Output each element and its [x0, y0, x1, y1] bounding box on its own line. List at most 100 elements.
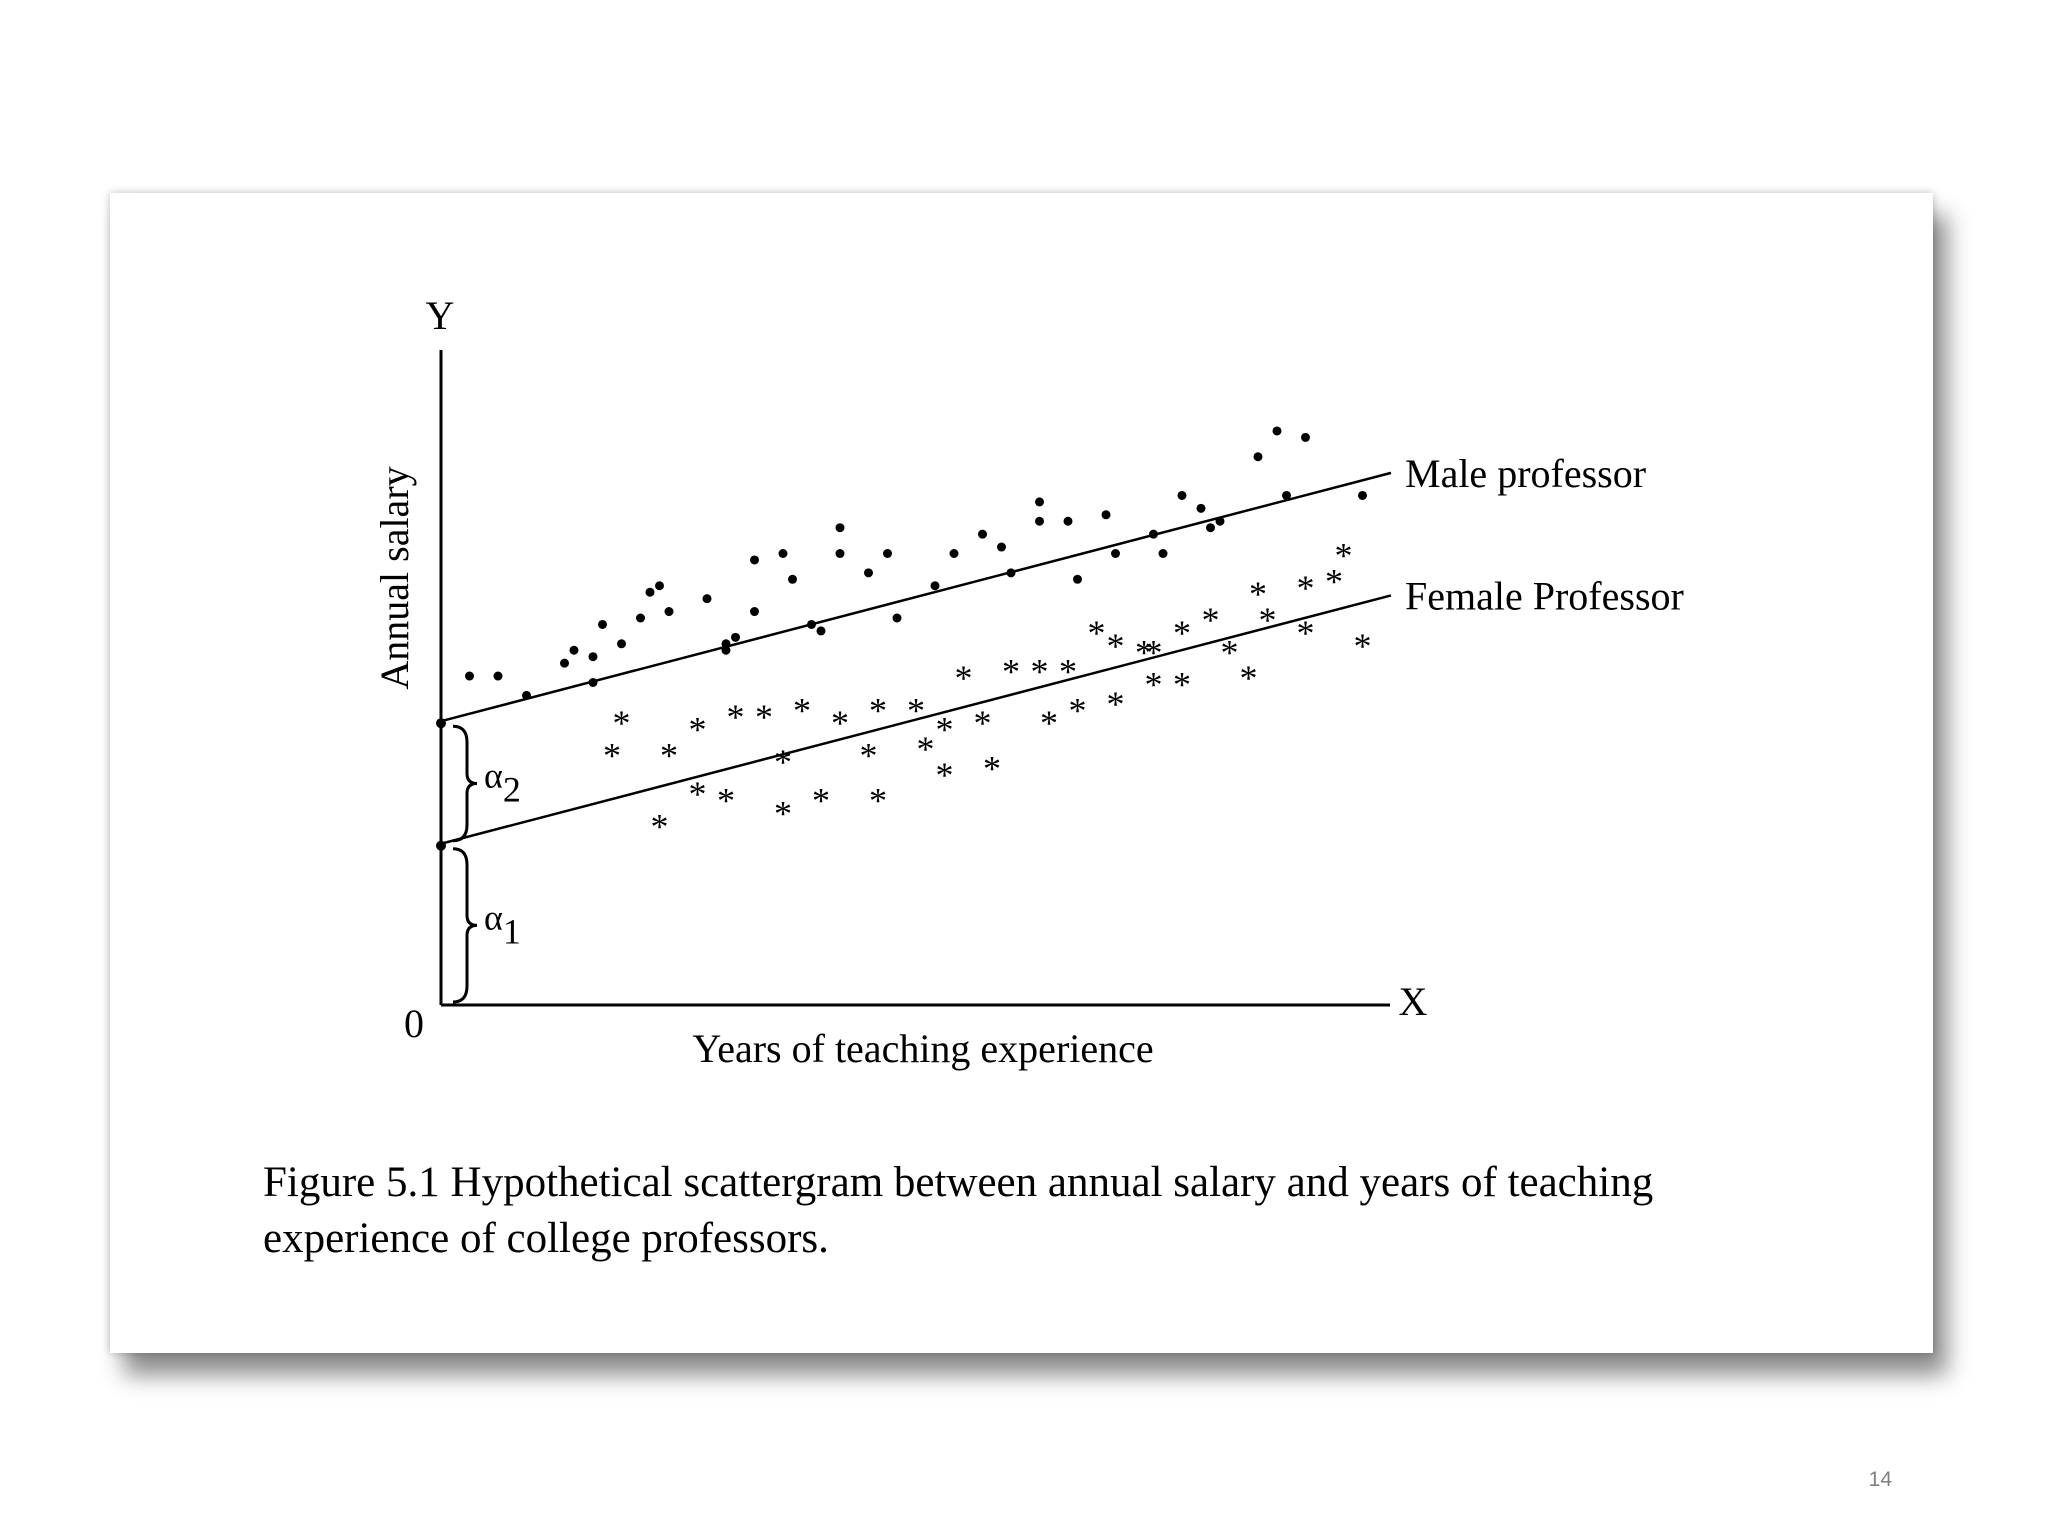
brace-alpha-2	[452, 724, 478, 843]
data-point-male	[788, 574, 797, 584]
data-point-female: *	[727, 697, 745, 737]
origin-label: 0	[404, 1001, 424, 1046]
data-point-male	[1301, 432, 1310, 442]
page-number: 14	[1868, 1468, 1892, 1491]
data-point-male	[778, 549, 788, 558]
data-point-female: *	[717, 781, 735, 821]
data-point-male	[1149, 529, 1158, 539]
data-point-female: *	[869, 781, 887, 821]
data-point-male	[1101, 510, 1111, 520]
data-point-female: *	[1145, 665, 1163, 705]
data-point-male	[1177, 490, 1187, 500]
data-point-female: *	[774, 742, 792, 782]
data-point-female: *	[869, 690, 887, 730]
data-point-male	[1358, 490, 1367, 500]
data-point-male	[645, 587, 655, 597]
data-point-male	[1006, 568, 1016, 578]
figure-caption: Figure 5.1 Hypothetical scattergram betw…	[263, 1159, 1654, 1262]
regression-lines	[440, 471, 1392, 845]
data-point-female: *	[907, 690, 925, 730]
data-point-male	[1196, 503, 1206, 513]
data-point-female: *	[1107, 684, 1125, 724]
data-point-male	[949, 549, 959, 558]
data-point-female: *	[1173, 613, 1191, 653]
data-point-female: *	[613, 703, 631, 743]
data-point-male	[655, 581, 664, 591]
data-point-female: *	[1040, 703, 1058, 743]
data-point-female: *	[689, 710, 707, 750]
series-labels: Male professor Female Professor	[1405, 451, 1684, 619]
data-point-female: *	[1107, 626, 1125, 666]
data-point-male	[816, 626, 826, 636]
data-point-male	[1272, 426, 1282, 436]
data-point-male	[750, 555, 759, 565]
alpha-1-label: α1	[484, 897, 521, 951]
data-point-female: *	[1135, 632, 1153, 672]
series-label-male: Male professor	[1405, 451, 1646, 496]
data-point-male	[569, 645, 579, 655]
data-point-male	[835, 549, 845, 558]
data-point-female: *	[1221, 632, 1239, 672]
data-point-male	[702, 594, 712, 604]
data-point-male	[1215, 516, 1225, 526]
data-point-female: *	[755, 697, 773, 737]
data-point-female: *	[1059, 652, 1077, 692]
data-point-female: *	[831, 703, 849, 743]
data-point-male	[1253, 452, 1263, 462]
data-point-male	[892, 613, 902, 623]
data-point-female: *	[1259, 600, 1277, 640]
data-point-male	[930, 581, 940, 591]
data-point-female: *	[860, 735, 878, 775]
data-point-female: *	[1335, 536, 1353, 576]
data-point-female: *	[774, 794, 792, 834]
data-point-male	[493, 671, 503, 681]
data-point-female: *	[651, 806, 669, 846]
data-point-female: *	[936, 710, 954, 750]
data-point-female: *	[1354, 626, 1372, 666]
data-point-male	[560, 658, 569, 668]
data-point-female: *	[917, 729, 935, 769]
data-point-male	[1035, 516, 1044, 526]
data-point-female: *	[955, 658, 973, 698]
brace-alpha-1	[452, 847, 478, 1004]
data-point-female: *	[1069, 690, 1087, 730]
regression-line-male	[440, 471, 1392, 723]
data-point-male	[978, 529, 987, 539]
data-point-female: *	[603, 735, 621, 775]
data-point-female: *	[1173, 665, 1191, 705]
data-point-female: *	[812, 781, 830, 821]
data-point-female: *	[1297, 568, 1315, 608]
data-point-male	[1063, 516, 1073, 526]
data-point-female: *	[1031, 652, 1049, 692]
data-point-male	[1158, 549, 1168, 558]
data-point-male	[465, 671, 474, 681]
data-point-male	[721, 639, 731, 649]
data-point-male	[997, 542, 1006, 552]
data-points: ****** ** ***************** ***** **********…	[465, 426, 1372, 846]
data-point-male	[636, 613, 645, 623]
data-point-female: *	[1202, 600, 1220, 640]
data-point-female: *	[1088, 613, 1106, 653]
data-point-male	[1111, 549, 1120, 558]
data-point-female: *	[1325, 561, 1343, 601]
chart-axes: Y X 0 Years of teaching experience Annua…	[372, 293, 1428, 1071]
data-point-male	[588, 652, 598, 662]
data-point-male	[1282, 490, 1291, 500]
data-point-female: *	[974, 703, 992, 743]
data-point-male	[598, 619, 607, 629]
data-point-female: *	[689, 774, 707, 814]
data-point-female: *	[1297, 613, 1315, 653]
data-point-male	[617, 639, 626, 649]
series-label-female: Female Professor	[1405, 573, 1684, 618]
x-axis-symbol: X	[1399, 979, 1428, 1024]
y-axis-label: Annual salary	[372, 466, 417, 689]
data-point-male	[721, 645, 731, 655]
data-point-male	[664, 607, 674, 617]
data-point-female: *	[936, 755, 954, 795]
data-point-female: *	[983, 748, 1001, 788]
slide-card	[110, 193, 1933, 1353]
data-point-male	[835, 523, 845, 533]
x-axis-label: Years of teaching experience	[692, 1026, 1153, 1071]
alpha-2-label: α2	[484, 755, 521, 809]
y-axis-symbol: Y	[426, 293, 455, 338]
